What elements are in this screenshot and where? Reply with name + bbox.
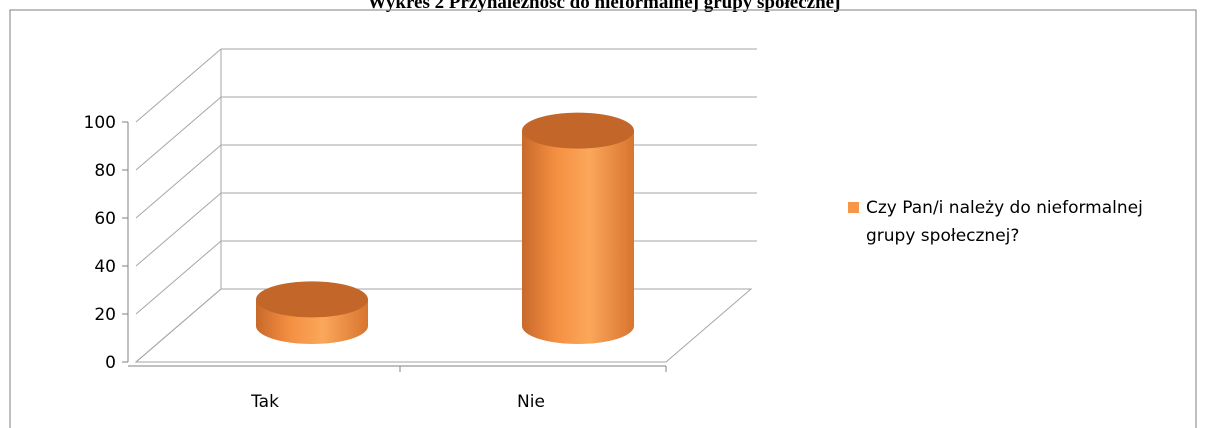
x-axis-ticks: Tak Nie: [250, 366, 667, 412]
y-tick-label: 0: [105, 353, 116, 373]
legend-label: grupy społecznej?: [866, 226, 1019, 246]
bar-top: [256, 281, 368, 318]
x-tick-label: Tak: [250, 392, 279, 412]
side-gridline: [135, 240, 222, 315]
y-tick-label: 100: [84, 113, 116, 133]
legend: Czy Pan/i należy do nieformalnej grupy sp…: [848, 198, 1143, 246]
chart-walls: [127, 48, 757, 367]
side-gridline: [135, 48, 222, 123]
y-tick-label: 60: [94, 209, 116, 229]
y-tick-label: 40: [94, 257, 116, 277]
side-gridline: [135, 192, 222, 267]
y-tick-label: 20: [94, 305, 116, 325]
y-axis-ticks: 0 20 40 60 80 100: [84, 113, 128, 373]
bar-top: [522, 112, 634, 149]
y-tick-label: 80: [94, 161, 116, 181]
side-gridline: [135, 96, 222, 171]
bar: [522, 130, 634, 344]
side-gridline: [135, 144, 222, 219]
legend-swatch: [848, 202, 859, 213]
chart-bars: [256, 112, 634, 344]
floor: [134, 288, 753, 363]
legend-label: Czy Pan/i należy do nieformalnej: [866, 198, 1143, 218]
x-tick-label: Nie: [517, 392, 545, 412]
chart-border: [9, 9, 1197, 428]
